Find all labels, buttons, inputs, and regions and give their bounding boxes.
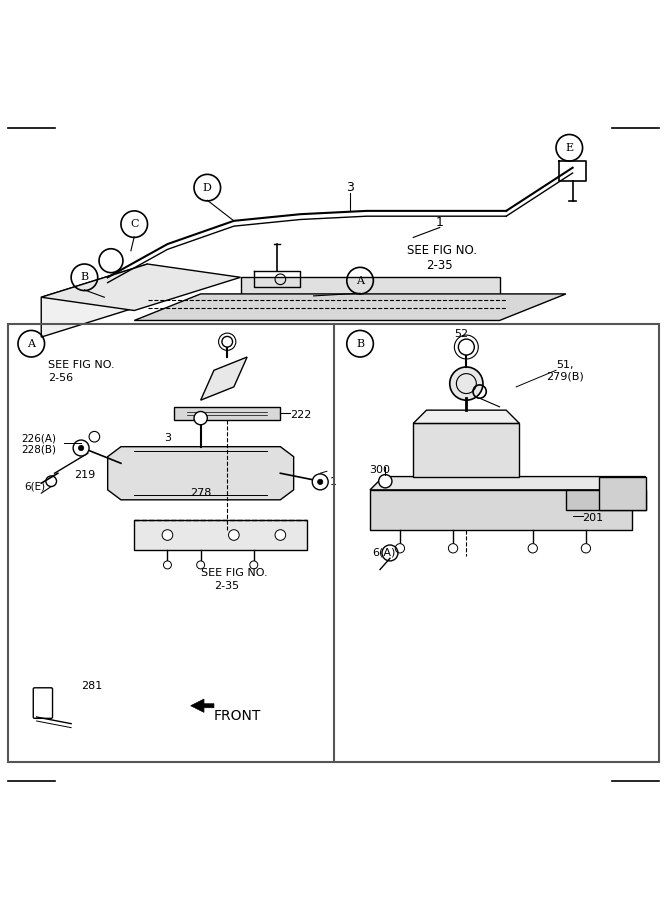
- Text: 52: 52: [454, 328, 468, 338]
- Polygon shape: [241, 277, 500, 317]
- Text: 279(B): 279(B): [546, 372, 584, 382]
- Text: 3: 3: [346, 181, 354, 194]
- Polygon shape: [370, 477, 646, 490]
- Text: 281: 281: [81, 680, 102, 691]
- Polygon shape: [107, 446, 293, 500]
- Circle shape: [528, 544, 538, 553]
- Polygon shape: [414, 423, 520, 477]
- Circle shape: [163, 561, 171, 569]
- Text: SEE FIG NO.: SEE FIG NO.: [48, 360, 115, 370]
- Polygon shape: [134, 519, 307, 550]
- Text: 51,: 51,: [556, 360, 574, 370]
- Polygon shape: [134, 294, 566, 320]
- Text: B: B: [80, 273, 89, 283]
- Text: SEE FIG NO.: SEE FIG NO.: [201, 568, 267, 578]
- Text: 1: 1: [330, 477, 338, 487]
- Circle shape: [229, 530, 239, 540]
- Circle shape: [197, 561, 205, 569]
- Polygon shape: [41, 264, 241, 310]
- Text: 3: 3: [164, 433, 171, 443]
- Text: SEE FIG NO.: SEE FIG NO.: [407, 244, 476, 257]
- Text: 2-35: 2-35: [214, 581, 239, 591]
- Circle shape: [396, 544, 405, 553]
- Circle shape: [448, 544, 458, 553]
- Circle shape: [379, 474, 392, 488]
- Circle shape: [73, 440, 89, 456]
- Text: A: A: [27, 338, 35, 348]
- Text: 226(A): 226(A): [21, 433, 56, 443]
- Text: 6(A): 6(A): [372, 548, 396, 558]
- Text: 219: 219: [75, 470, 95, 481]
- Polygon shape: [201, 357, 247, 400]
- Circle shape: [194, 411, 207, 425]
- Circle shape: [79, 446, 84, 451]
- Polygon shape: [566, 490, 646, 509]
- Polygon shape: [174, 407, 280, 420]
- Polygon shape: [191, 699, 214, 713]
- Polygon shape: [370, 490, 632, 530]
- Circle shape: [162, 530, 173, 540]
- Text: 6(E): 6(E): [25, 482, 46, 491]
- Polygon shape: [414, 410, 520, 423]
- Text: A: A: [356, 275, 364, 285]
- Text: B: B: [356, 338, 364, 348]
- Text: C: C: [130, 220, 139, 230]
- Text: 278: 278: [190, 488, 211, 499]
- Text: 228(B): 228(B): [21, 445, 56, 455]
- Text: 201: 201: [582, 513, 604, 523]
- Circle shape: [581, 544, 590, 553]
- Circle shape: [458, 339, 474, 355]
- Text: D: D: [203, 183, 211, 193]
- Text: FRONT: FRONT: [213, 708, 261, 723]
- Text: 2-35: 2-35: [426, 259, 453, 272]
- Circle shape: [99, 248, 123, 273]
- Text: 222: 222: [290, 410, 311, 419]
- Circle shape: [317, 479, 323, 484]
- Text: 300: 300: [369, 465, 390, 475]
- Polygon shape: [599, 477, 646, 509]
- Circle shape: [275, 530, 285, 540]
- Circle shape: [250, 561, 257, 569]
- Circle shape: [312, 474, 328, 490]
- Text: 2-56: 2-56: [48, 374, 73, 383]
- Circle shape: [450, 367, 483, 400]
- Text: 1: 1: [436, 216, 444, 230]
- Polygon shape: [41, 264, 147, 338]
- Text: E: E: [565, 143, 574, 153]
- Circle shape: [222, 337, 233, 347]
